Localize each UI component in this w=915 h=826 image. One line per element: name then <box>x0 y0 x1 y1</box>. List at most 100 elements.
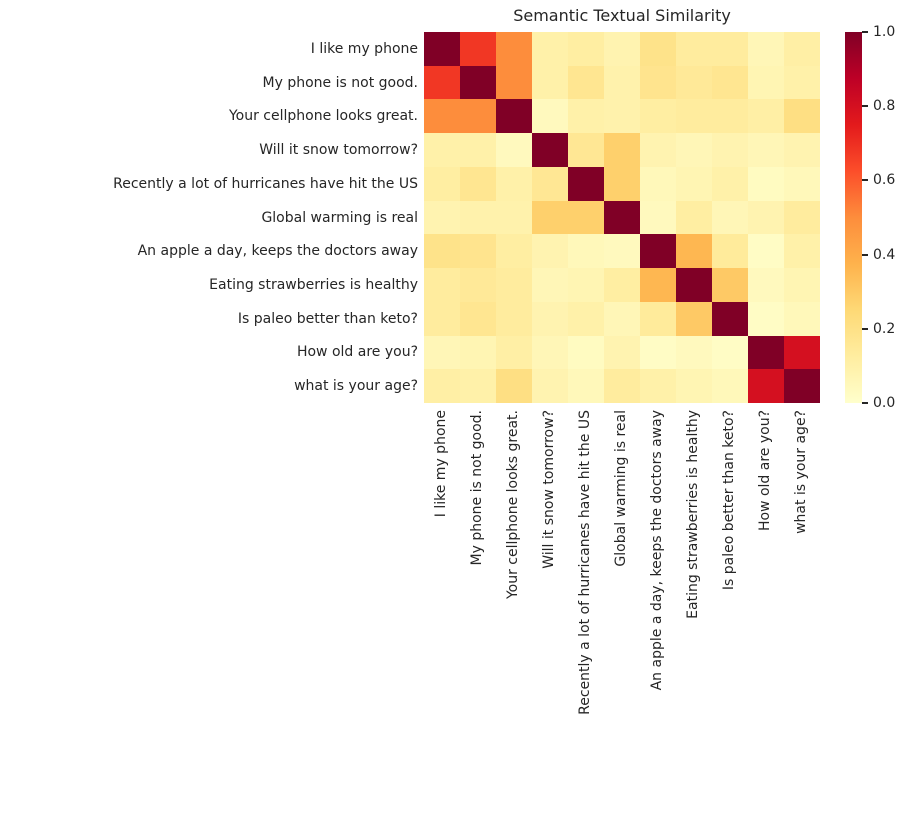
heatmap-cell <box>676 65 712 100</box>
y-tick-label: Is paleo better than keto? <box>237 310 418 327</box>
x-tick-label: Eating strawberries is healthy <box>685 410 701 619</box>
heatmap-cell <box>676 200 712 235</box>
heatmap-cell <box>748 200 784 235</box>
heatmap-cell <box>604 200 640 235</box>
y-tick-label: what is your age? <box>294 378 418 395</box>
heatmap-cell <box>748 301 784 336</box>
heatmap-cell <box>784 301 820 336</box>
heatmap-cell <box>712 32 748 66</box>
colorbar-tickmark <box>862 327 868 330</box>
colorbar-tick-label: 0.0 <box>873 395 896 411</box>
heatmap-cell <box>640 268 676 302</box>
heatmap-cell <box>568 301 604 336</box>
y-tick-label: Will it snow tomorrow? <box>259 142 418 159</box>
heatmap-cell <box>784 99 820 134</box>
heatmap-cell <box>460 32 496 66</box>
heatmap-cell <box>604 32 640 66</box>
heatmap-cell <box>568 99 604 134</box>
heatmap-cell <box>784 133 820 167</box>
heatmap-cell <box>604 166 640 201</box>
heatmap-cell <box>712 65 748 100</box>
heatmap-cell <box>496 335 532 370</box>
heatmap-cell <box>676 335 712 370</box>
heatmap-cell <box>460 369 496 403</box>
heatmap-cell <box>532 133 568 167</box>
y-tick-label: Your cellphone looks great. <box>228 108 418 125</box>
heatmap-cell <box>784 335 820 370</box>
heatmap-cell <box>568 268 604 302</box>
heatmap-cell <box>460 301 496 336</box>
heatmap-cell <box>748 32 784 66</box>
colorbar-tick-label: 0.6 <box>873 172 896 189</box>
heatmap-cell <box>748 166 784 201</box>
heatmap-cell <box>460 166 496 201</box>
heatmap-cell <box>496 301 532 336</box>
y-tick-label: An apple a day, keeps the doctors away <box>137 243 418 260</box>
heatmap-cell <box>748 133 784 167</box>
y-tick-label: Global warming is real <box>261 209 418 226</box>
heatmap-cell <box>676 301 712 336</box>
y-tick-label: Eating strawberries is healthy <box>209 276 418 293</box>
x-tick-label: An apple a day, keeps the doctors away <box>649 410 665 691</box>
heatmap-cell <box>604 65 640 100</box>
heatmap-cell <box>676 32 712 66</box>
colorbar-tick-label: 0.4 <box>873 246 896 263</box>
heatmap-cell <box>712 335 748 370</box>
heatmap-cell <box>496 200 532 235</box>
heatmap-cell <box>460 200 496 235</box>
heatmap-cell <box>604 234 640 269</box>
heatmap-cell <box>568 133 604 167</box>
colorbar-tickmark <box>862 31 868 33</box>
heatmap-cell <box>676 99 712 134</box>
heatmap-cell <box>424 268 460 302</box>
heatmap-cell <box>532 200 568 235</box>
heatmap-cell <box>676 166 712 201</box>
heatmap-cell <box>532 99 568 134</box>
heatmap-cell <box>712 268 748 302</box>
x-tick-label: My phone is not good. <box>469 410 485 566</box>
heatmap-cell <box>784 268 820 302</box>
colorbar-tickmark <box>862 402 868 404</box>
heatmap-cell <box>424 335 460 370</box>
x-tick-label: How old are you? <box>757 410 773 532</box>
heatmap-cell <box>496 65 532 100</box>
heatmap-cell <box>712 301 748 336</box>
heatmap-cell <box>568 369 604 403</box>
heatmap-cell <box>640 133 676 167</box>
heatmap-cell <box>640 32 676 66</box>
heatmap-cell <box>532 65 568 100</box>
colorbar <box>845 32 862 403</box>
heatmap-cell <box>784 32 820 66</box>
heatmap-cell <box>640 301 676 336</box>
heatmap-cell <box>676 268 712 302</box>
x-tick-label: what is your age? <box>793 410 809 534</box>
heatmap-cell <box>604 335 640 370</box>
heatmap-cell <box>496 369 532 403</box>
heatmap-cell <box>532 369 568 403</box>
x-tick-label: I like my phone <box>433 410 449 518</box>
heatmap-cell <box>640 166 676 201</box>
heatmap-cell <box>604 268 640 302</box>
heatmap-cell <box>784 369 820 403</box>
heatmap-cell <box>496 166 532 201</box>
heatmap-cell <box>640 335 676 370</box>
heatmap-cell <box>460 234 496 269</box>
heatmap-cell <box>712 133 748 167</box>
heatmap-cell <box>748 234 784 269</box>
heatmap-cell <box>568 65 604 100</box>
heatmap-cell <box>532 301 568 336</box>
heatmap-cell <box>496 32 532 66</box>
heatmap-cell <box>640 369 676 403</box>
heatmap-cell <box>568 234 604 269</box>
heatmap-cell <box>748 335 784 370</box>
heatmap-cell <box>568 166 604 201</box>
heatmap-cell <box>604 301 640 336</box>
y-tick-label: Recently a lot of hurricanes have hit th… <box>113 175 418 192</box>
heatmap-cell <box>424 32 460 66</box>
heatmap-cell <box>640 65 676 100</box>
heatmap-cell <box>496 268 532 302</box>
heatmap-cell <box>712 200 748 235</box>
heatmap-cell <box>424 65 460 100</box>
heatmap-cell <box>460 268 496 302</box>
